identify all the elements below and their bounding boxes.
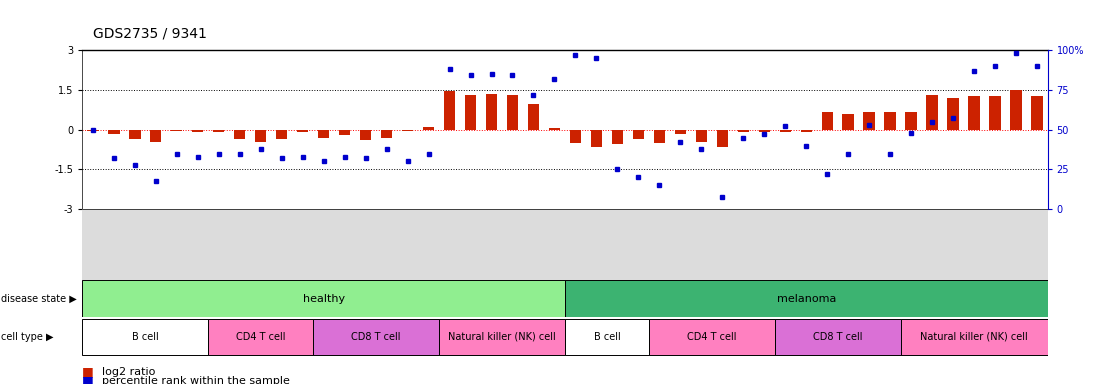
Text: B cell: B cell xyxy=(593,332,620,342)
Bar xyxy=(444,91,455,130)
Text: CD8 T cell: CD8 T cell xyxy=(351,332,400,342)
Text: healthy: healthy xyxy=(303,293,344,304)
Bar xyxy=(801,130,812,132)
Bar xyxy=(439,319,565,355)
Text: cell type ▶: cell type ▶ xyxy=(1,332,54,342)
Bar xyxy=(422,127,434,130)
Bar xyxy=(381,130,393,137)
Bar xyxy=(565,280,1048,317)
Bar xyxy=(569,130,581,143)
Bar xyxy=(275,130,287,139)
Bar xyxy=(633,130,644,139)
Bar xyxy=(716,130,728,147)
Text: CD8 T cell: CD8 T cell xyxy=(813,332,862,342)
Bar xyxy=(927,95,938,130)
Bar xyxy=(905,113,917,130)
Bar xyxy=(649,319,774,355)
Text: ■: ■ xyxy=(82,365,94,378)
Text: melanoma: melanoma xyxy=(777,293,836,304)
Bar xyxy=(590,130,602,147)
Text: percentile rank within the sample: percentile rank within the sample xyxy=(102,376,290,384)
Bar xyxy=(87,130,99,131)
Text: log2 ratio: log2 ratio xyxy=(102,367,156,377)
Bar xyxy=(675,130,686,134)
Bar xyxy=(969,96,980,130)
Text: Natural killer (NK) cell: Natural killer (NK) cell xyxy=(920,332,1028,342)
Bar xyxy=(192,130,203,132)
Bar xyxy=(82,319,208,355)
Text: Natural killer (NK) cell: Natural killer (NK) cell xyxy=(448,332,556,342)
Bar xyxy=(150,130,161,142)
Bar xyxy=(486,94,497,130)
Bar xyxy=(1031,96,1043,130)
Bar xyxy=(695,130,708,142)
Bar xyxy=(548,128,561,130)
Bar xyxy=(360,130,372,140)
Bar xyxy=(612,130,623,144)
Bar xyxy=(774,319,901,355)
Bar xyxy=(171,130,182,131)
Bar xyxy=(82,280,565,317)
Text: CD4 T cell: CD4 T cell xyxy=(236,332,285,342)
Bar xyxy=(213,130,225,132)
Bar xyxy=(507,95,518,130)
Bar xyxy=(737,130,749,132)
Bar xyxy=(313,319,439,355)
Bar xyxy=(339,130,350,135)
Bar xyxy=(528,104,540,130)
Bar xyxy=(863,113,875,130)
Bar xyxy=(565,319,649,355)
Bar xyxy=(465,95,476,130)
Text: CD4 T cell: CD4 T cell xyxy=(687,332,736,342)
Bar xyxy=(654,130,665,143)
Bar xyxy=(234,130,246,139)
Text: B cell: B cell xyxy=(132,332,159,342)
Text: ■: ■ xyxy=(82,374,94,384)
Bar xyxy=(842,114,855,130)
Bar xyxy=(208,319,313,355)
Bar xyxy=(884,113,896,130)
Bar xyxy=(1010,90,1022,130)
Bar xyxy=(402,130,414,131)
Bar xyxy=(901,319,1048,355)
Bar xyxy=(108,130,120,134)
Bar xyxy=(318,130,329,137)
Bar xyxy=(822,113,833,130)
Bar xyxy=(780,130,791,132)
Bar xyxy=(129,130,140,139)
Bar xyxy=(297,130,308,132)
Text: disease state ▶: disease state ▶ xyxy=(1,293,77,304)
Bar xyxy=(948,98,959,130)
Bar xyxy=(255,130,267,142)
Bar xyxy=(758,130,770,132)
Bar xyxy=(989,96,1000,130)
Text: GDS2735 / 9341: GDS2735 / 9341 xyxy=(93,26,207,40)
